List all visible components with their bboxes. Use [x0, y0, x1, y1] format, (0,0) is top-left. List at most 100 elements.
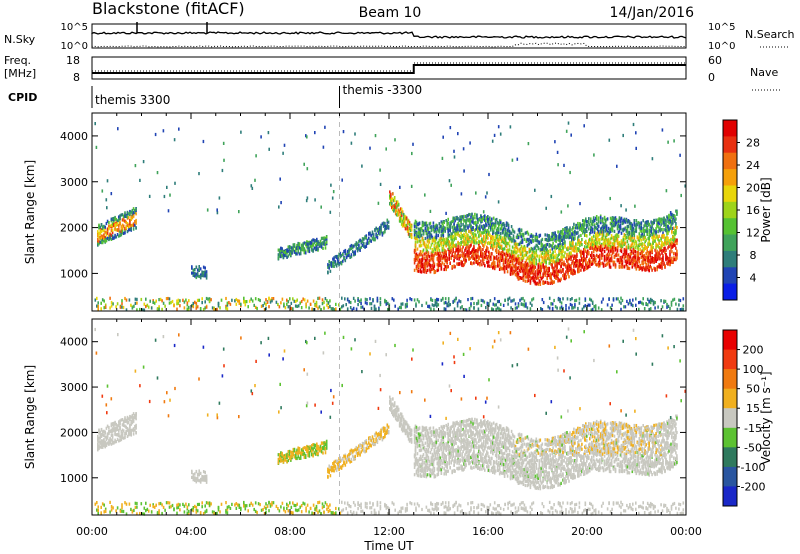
power-cell [601, 248, 604, 252]
power-cell [100, 239, 103, 243]
power-cell [395, 213, 398, 217]
power-cell [582, 219, 584, 223]
power-cell [98, 235, 100, 239]
power-cell [569, 233, 571, 237]
power-cell [204, 270, 206, 274]
power-cell [444, 255, 446, 260]
power-cell [563, 260, 565, 264]
power-cell [487, 217, 489, 221]
power-cell [449, 303, 451, 307]
power-cell [122, 231, 125, 235]
power-cell [114, 221, 116, 225]
power-cell [213, 308, 215, 312]
power-cell [557, 279, 559, 283]
power-cell [433, 239, 436, 243]
power-cell [438, 226, 441, 230]
power-cell [649, 258, 651, 262]
power-cell [487, 264, 489, 268]
power-cell [486, 245, 488, 249]
power-cell [407, 219, 410, 223]
power-cell [608, 263, 611, 267]
power-cell [567, 231, 569, 235]
power-cell [490, 228, 492, 232]
power-cell [451, 236, 453, 240]
power-cell [526, 237, 529, 241]
power-cell [638, 307, 640, 311]
power-cell [501, 247, 504, 251]
power-cell [657, 244, 659, 248]
power-cell [485, 219, 487, 223]
power-cell [510, 306, 512, 310]
power-cell [662, 256, 664, 260]
power-cell [449, 221, 451, 225]
power-cell [328, 264, 330, 268]
power-cell [387, 220, 390, 224]
power-cell [556, 271, 558, 275]
power-cell [530, 268, 533, 272]
power-cell [462, 223, 464, 227]
power-cell [651, 260, 653, 264]
power-cell [591, 227, 594, 231]
freq-tick-top: 18 [66, 54, 80, 67]
power-cell [473, 301, 475, 306]
power-cell [463, 232, 465, 236]
power-cell [415, 236, 418, 240]
power-cell [620, 216, 623, 220]
power-cell [120, 213, 123, 217]
power-cell [501, 229, 504, 233]
power-cell [641, 261, 643, 266]
power-cell [567, 229, 569, 233]
power-cell [656, 253, 658, 257]
power-cell [450, 256, 452, 260]
power-cell [636, 255, 639, 259]
power-cell [296, 246, 298, 251]
power-cell [648, 240, 650, 244]
power-cell [97, 301, 99, 305]
power-cell [415, 304, 417, 308]
power-cell [557, 297, 560, 302]
power-cell [526, 256, 529, 260]
power-cell [571, 235, 573, 239]
power-cell [417, 222, 420, 226]
power-cell [465, 224, 467, 228]
power-cell [560, 238, 562, 243]
power-cell [646, 230, 648, 234]
power-cell [610, 222, 613, 226]
power-cell [552, 258, 554, 262]
power-cell [464, 254, 466, 258]
power-cell [575, 223, 577, 227]
power-cell [463, 214, 465, 218]
power-cell [445, 250, 447, 254]
power-cell [534, 235, 537, 239]
power-cell [560, 262, 562, 266]
power-cell [516, 254, 519, 258]
power-cell [438, 222, 441, 226]
power-cell [426, 227, 429, 231]
power-cell [422, 267, 425, 271]
power-cell [452, 250, 454, 254]
power-cell [313, 241, 316, 245]
power-cell [627, 253, 630, 257]
power-cell [554, 234, 556, 238]
power-cell [575, 264, 577, 268]
power-cell [654, 239, 656, 243]
power-cell [471, 296, 474, 301]
power-cell [422, 221, 425, 225]
power-cell [463, 251, 465, 255]
power-cell [568, 236, 570, 240]
power-cell [599, 221, 602, 225]
power-cell [562, 233, 564, 237]
power-cell [400, 306, 402, 310]
power-cell [498, 307, 500, 311]
power-cell [536, 281, 539, 285]
power-cell [646, 303, 649, 307]
power-cell [542, 300, 545, 305]
power-cell [426, 254, 429, 258]
power-cell [405, 223, 408, 228]
power-cell [558, 247, 560, 251]
power-cell [639, 263, 642, 268]
power-cell [393, 204, 395, 208]
power-cell [439, 251, 442, 255]
power-cell [438, 263, 441, 267]
power-cell [192, 305, 195, 309]
